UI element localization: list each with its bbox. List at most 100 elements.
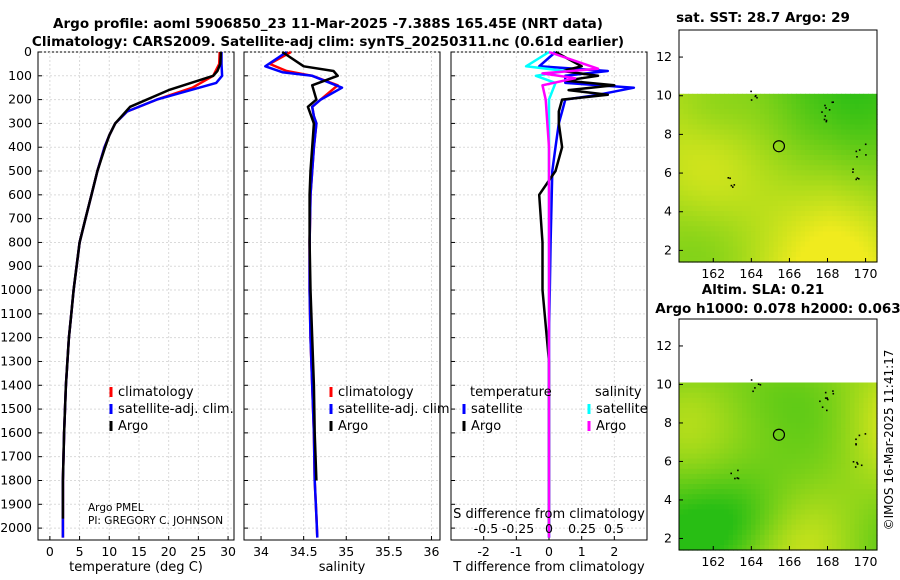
map-cell (850, 428, 856, 434)
map-cell (701, 473, 707, 480)
map-cell (868, 93, 874, 100)
map-cell (818, 428, 824, 434)
map-cell (823, 478, 829, 485)
map-cell (706, 129, 712, 136)
map-cell (787, 539, 793, 546)
map-cell (724, 211, 730, 217)
map-cell (715, 134, 721, 141)
map-cell (751, 93, 757, 100)
map-cell (782, 221, 788, 227)
map-cell (773, 397, 779, 404)
map-cell (823, 211, 829, 217)
map-cell (841, 514, 847, 521)
x-tick-label: -1 (510, 544, 522, 559)
map-cell (863, 534, 869, 541)
map-cell (863, 443, 869, 450)
map-cell (850, 155, 856, 161)
island-dot (736, 477, 739, 479)
map-cell (755, 160, 761, 166)
map-cell (706, 185, 712, 192)
map-cell (800, 129, 806, 136)
map-cell (836, 185, 842, 192)
island-dot (824, 397, 827, 399)
map-cell (724, 407, 730, 414)
map-cell (782, 392, 788, 399)
map-cell (836, 246, 842, 253)
map-cell (701, 256, 707, 263)
map-cell (854, 231, 860, 238)
map-cell (751, 246, 757, 253)
map-cell (710, 221, 716, 227)
map-cell (809, 180, 815, 187)
map-cell (742, 124, 748, 131)
map-cell (701, 226, 707, 232)
map-cell (832, 529, 838, 536)
map-cell (751, 180, 757, 187)
map-cell (742, 109, 748, 115)
map-cell (832, 221, 838, 227)
map-cell (809, 428, 815, 434)
map-cell (706, 160, 712, 166)
map-cell (764, 93, 770, 100)
x-tick-label: 0 (545, 544, 553, 559)
map-cell (728, 458, 734, 465)
map-cell (814, 418, 820, 424)
map-cell (854, 524, 860, 531)
map-cell (710, 453, 716, 460)
map-cell (800, 149, 806, 156)
map-cell (854, 397, 860, 404)
map-cell (764, 463, 770, 470)
map-cell (836, 149, 842, 156)
map-cell (764, 468, 770, 475)
map-cell (760, 205, 766, 212)
island-dot (832, 390, 834, 392)
map-cell (742, 241, 748, 248)
map-cell (701, 246, 707, 253)
map-cell (868, 544, 874, 551)
map-cell (814, 119, 820, 125)
map-cell (778, 433, 784, 439)
map-cell (715, 211, 721, 217)
legend-label: Argo (596, 419, 626, 434)
y-tick-label: 8 (664, 415, 672, 430)
map-cell (868, 109, 874, 115)
map-cell (836, 473, 842, 480)
map-cell (836, 489, 842, 495)
map-cell (683, 423, 689, 429)
map-cell (872, 139, 878, 146)
map-cell (832, 124, 838, 131)
map-cell (827, 129, 833, 136)
map-cell (832, 200, 838, 207)
map-cell (845, 211, 851, 217)
map-cell (769, 418, 775, 424)
map-cell (760, 392, 766, 399)
map-cell (863, 195, 869, 202)
map-cell (760, 231, 766, 238)
map-cell (769, 468, 775, 475)
map-cell (814, 211, 820, 217)
map-cell (679, 428, 685, 434)
map-cell (850, 524, 856, 531)
map-cell (850, 489, 856, 495)
map-cell (818, 524, 824, 531)
map-cell (773, 109, 779, 115)
map-cell (859, 129, 865, 136)
island-dot (757, 383, 760, 385)
legend-label: satellite-adj. clim. (118, 402, 234, 417)
map-cell (827, 534, 833, 541)
map-cell (764, 104, 770, 110)
map-cell (728, 139, 734, 146)
map-cell (845, 109, 851, 115)
island-dot (831, 101, 834, 104)
map-cell (751, 160, 757, 166)
map-cell (832, 109, 838, 115)
map-cell (818, 448, 824, 455)
map-cell (827, 134, 833, 141)
map-cell (688, 241, 694, 248)
x-tick-label: 2 (610, 544, 618, 559)
map-cell (760, 129, 766, 136)
map-cell (814, 382, 820, 389)
map-cell (683, 397, 689, 404)
map-cell (800, 134, 806, 141)
map-cell (755, 175, 761, 182)
